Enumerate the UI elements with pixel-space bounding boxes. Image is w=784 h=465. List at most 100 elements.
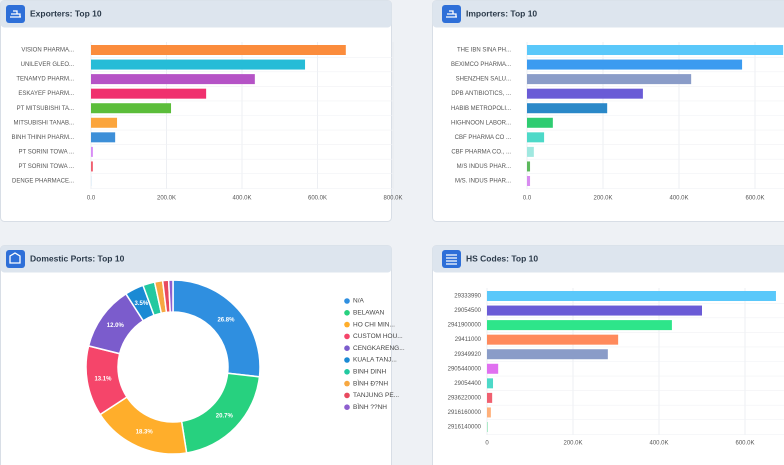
x-tick-label: 600.0K bbox=[735, 441, 754, 447]
bar bbox=[487, 422, 488, 432]
legend-swatch bbox=[344, 321, 350, 328]
y-tick-label: DENGE PHARMACE... bbox=[12, 179, 74, 185]
y-tick-label: 29411000 bbox=[455, 337, 482, 343]
bar bbox=[487, 363, 499, 374]
icon bbox=[442, 250, 461, 268]
y-tick-label: M/S INDUS PHAR... bbox=[457, 164, 512, 170]
data-label: 13.1% bbox=[94, 376, 112, 382]
panel-header bbox=[0, 245, 392, 273]
icon-glyph bbox=[9, 252, 21, 264]
bar bbox=[91, 103, 172, 114]
bar bbox=[487, 378, 494, 389]
y-tick-label: 29349920 bbox=[454, 352, 481, 358]
y-tick-label: CBF PHARMA CO., ... bbox=[451, 149, 511, 155]
y-tick-label: PT SORINI TOWA ... bbox=[19, 164, 75, 170]
data-label: 3.5% bbox=[135, 301, 149, 307]
legend-swatch bbox=[344, 357, 350, 363]
y-tick-label: HIGHNOON LABOR... bbox=[451, 120, 511, 126]
bar bbox=[91, 161, 93, 172]
legend-label: CUSTOM HOU... bbox=[353, 333, 403, 340]
bar bbox=[487, 349, 608, 360]
data-label: 26.8% bbox=[217, 317, 235, 323]
y-tick-label: 29333990 bbox=[454, 294, 481, 300]
x-tick-label: 800.0K bbox=[383, 196, 402, 202]
legend-label: BELAWAN bbox=[353, 310, 385, 317]
y-tick-label: THE IBN SINA PH... bbox=[457, 48, 511, 54]
data-label: 18.3% bbox=[136, 429, 154, 435]
y-tick-label: TENAMYD PHARM... bbox=[16, 77, 74, 83]
legend-swatch bbox=[344, 404, 350, 411]
y-tick-label: DPB ANTIBIOTICS, ... bbox=[451, 91, 511, 97]
y-tick-label: 2941900000 bbox=[448, 323, 482, 329]
legend-label: BÌNH ??NH bbox=[353, 402, 387, 411]
bar bbox=[91, 117, 118, 128]
y-tick-label: SHENZHEN SALU... bbox=[456, 77, 512, 83]
legend-label: TANJUNG PE... bbox=[353, 392, 399, 399]
panel-header bbox=[432, 245, 784, 273]
bar bbox=[487, 305, 702, 316]
icon-glyph bbox=[446, 10, 457, 18]
bar bbox=[91, 88, 207, 99]
bar bbox=[487, 407, 491, 418]
legend-label: KUALA TANJ... bbox=[353, 357, 397, 364]
legend-label: BÌNH Đ?NH bbox=[353, 378, 388, 387]
bar bbox=[527, 176, 531, 186]
bar bbox=[487, 291, 776, 301]
x-tick-label: 600.0K bbox=[308, 196, 327, 202]
x-tick-label: 200.0K bbox=[593, 196, 612, 202]
x-tick-label: 0.0 bbox=[523, 196, 532, 202]
x-tick-label: 400.0K bbox=[669, 196, 688, 202]
y-tick-label: CBF PHARMA CO ... bbox=[455, 135, 512, 141]
legend-label: HO CHI MIN... bbox=[353, 321, 395, 328]
panel-title: Importers: Top 10 bbox=[466, 8, 537, 18]
bar bbox=[527, 103, 608, 114]
y-tick-label: 29054400 bbox=[454, 381, 481, 387]
bar bbox=[527, 59, 743, 70]
panel-title: Exporters: Top 10 bbox=[30, 8, 102, 18]
bar bbox=[527, 45, 784, 55]
bar bbox=[487, 320, 672, 331]
y-tick-label: 2916140000 bbox=[448, 425, 482, 431]
x-tick-label: 0 bbox=[485, 441, 489, 447]
panel-title: HS Codes: Top 10 bbox=[466, 253, 538, 263]
bar bbox=[91, 59, 306, 70]
bar bbox=[527, 132, 545, 143]
x-tick-label: 200.0K bbox=[563, 441, 582, 447]
y-tick-label: PT MITSUBISHI TA... bbox=[17, 106, 75, 112]
y-tick-label: UNILEVER GLEO... bbox=[21, 62, 75, 68]
bar bbox=[527, 146, 534, 157]
y-tick-label: VISION PHARMA... bbox=[21, 48, 74, 54]
y-tick-label: ESKAYEF PHARM... bbox=[18, 91, 74, 97]
panel-header bbox=[0, 0, 392, 28]
bar bbox=[487, 392, 493, 403]
bar bbox=[91, 146, 93, 157]
bar bbox=[527, 161, 531, 172]
legend-swatch bbox=[344, 369, 350, 375]
panel-title: Domestic Ports: Top 10 bbox=[30, 253, 125, 263]
y-tick-label: 2916160000 bbox=[448, 410, 482, 416]
legend-label: BINH DINH bbox=[353, 369, 387, 376]
y-tick-label: MITSUBISHI TANAB... bbox=[14, 120, 75, 126]
x-tick-label: 400.0K bbox=[649, 441, 668, 447]
bar bbox=[91, 45, 346, 55]
x-tick-label: 200.0K bbox=[157, 196, 176, 202]
y-tick-label: HABIB METROPOLI... bbox=[451, 106, 511, 112]
legend-label: CENGKARENG... bbox=[353, 345, 405, 352]
data-label: 20.7% bbox=[216, 414, 234, 420]
bar bbox=[91, 74, 255, 85]
data-label: 12.0% bbox=[107, 323, 125, 329]
x-tick-label: 600.0K bbox=[745, 196, 764, 202]
legend-swatch bbox=[344, 345, 350, 352]
donut-slice bbox=[167, 279, 174, 313]
bar bbox=[487, 334, 619, 345]
y-tick-label: 2905440000 bbox=[448, 366, 482, 372]
panel-header bbox=[432, 0, 784, 28]
x-tick-label: 0.0 bbox=[87, 196, 96, 202]
icon-glyph bbox=[446, 254, 457, 265]
legend-swatch bbox=[344, 298, 350, 304]
legend-label: N/A bbox=[353, 298, 365, 305]
bar bbox=[527, 74, 692, 85]
icon-glyph bbox=[10, 10, 21, 18]
legend-swatch bbox=[344, 333, 350, 340]
